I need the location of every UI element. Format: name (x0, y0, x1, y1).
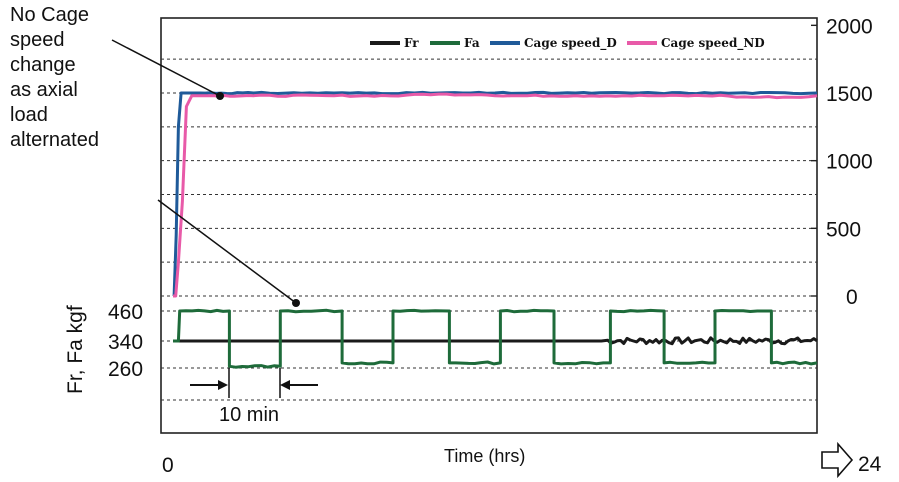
series-line-cage-speed-nd (173, 92, 818, 298)
annotation-line-1: No Cage (10, 4, 89, 26)
left-axis-ticks: 460 340 260 (108, 301, 143, 381)
legend-entry: Cage speed_D (524, 36, 617, 51)
right-axis-tick-label: 2000 (826, 15, 873, 38)
left-axis-tick-label: 260 (108, 358, 143, 381)
annotation-marker-bottom (292, 299, 300, 307)
x-end-label: 24 (858, 453, 882, 476)
annotation-line-5: load (10, 104, 48, 126)
right-axis-tick-label: 1500 (826, 83, 873, 106)
annotation-leader-line-top (111, 39, 221, 97)
legend-entry: Fr (404, 36, 419, 50)
interval-arrow-right-head (280, 380, 290, 390)
right-axis-ticks: 2000 1500 1000 500 0 (811, 15, 873, 309)
left-axis-tick-label: 340 (108, 331, 143, 354)
legend: Fr Fa Cage speed_D Cage speed_ND (370, 36, 765, 51)
legend-entry: Cage speed_ND (661, 36, 765, 51)
interval-label: 10 min (219, 404, 279, 426)
annotation-line-3: change (10, 54, 76, 76)
annotation-line-6: alternated (10, 129, 99, 151)
annotation-marker-top (216, 92, 224, 100)
x-axis-label: Time (hrs) (444, 446, 525, 466)
series-layer (172, 90, 818, 369)
series-line-cage-speed-d (172, 90, 818, 298)
right-axis-tick-label: 1000 (826, 151, 873, 174)
plot-frame (160, 17, 818, 434)
annotation-line-2: speed (10, 29, 65, 51)
x-start-label: 0 (162, 454, 174, 477)
left-axis-label: Fr, Fa kgf (64, 305, 87, 394)
right-axis-tick-label: 500 (826, 218, 861, 241)
interval-arrow-left-head (218, 380, 228, 390)
legend-entry: Fa (464, 36, 480, 50)
annotation-line-4: as axial (10, 79, 78, 101)
left-axis-tick-label: 460 (108, 301, 143, 324)
series-line-fa (173, 308, 818, 369)
gridlines (161, 58, 817, 401)
series-line-fr (173, 336, 818, 346)
right-axis-tick-label: 0 (846, 286, 858, 309)
right-arrow-outline-icon (821, 441, 854, 479)
annotation-leader-line-bottom (157, 199, 297, 304)
